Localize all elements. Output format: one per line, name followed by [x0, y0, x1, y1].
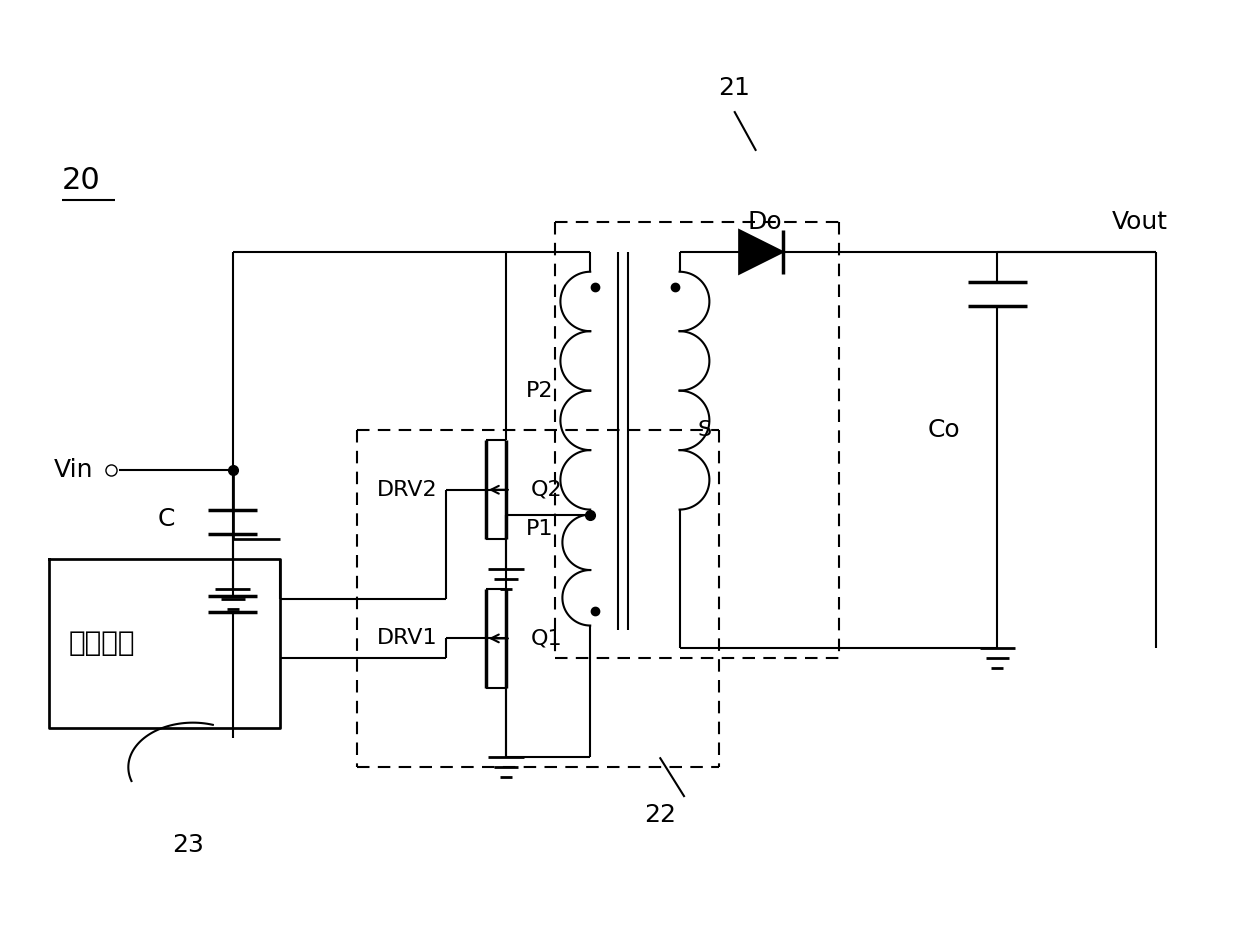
Polygon shape — [739, 230, 782, 273]
Text: S: S — [697, 420, 712, 440]
Text: 22: 22 — [644, 803, 676, 827]
Text: Co: Co — [928, 418, 961, 442]
Text: Q1: Q1 — [531, 629, 562, 648]
Text: Vout: Vout — [1112, 210, 1168, 235]
Text: P1: P1 — [526, 519, 553, 540]
Text: DRV1: DRV1 — [377, 629, 438, 648]
Text: Q2: Q2 — [531, 480, 562, 500]
Text: Do: Do — [748, 210, 781, 235]
Text: 驱动模块: 驱动模块 — [68, 629, 135, 657]
Text: 20: 20 — [62, 166, 100, 195]
Text: C: C — [159, 507, 176, 531]
Text: DRV2: DRV2 — [377, 480, 438, 500]
Text: 21: 21 — [718, 76, 750, 100]
Text: P2: P2 — [526, 381, 553, 400]
Text: 23: 23 — [172, 832, 203, 857]
Text: Vin: Vin — [53, 458, 93, 482]
